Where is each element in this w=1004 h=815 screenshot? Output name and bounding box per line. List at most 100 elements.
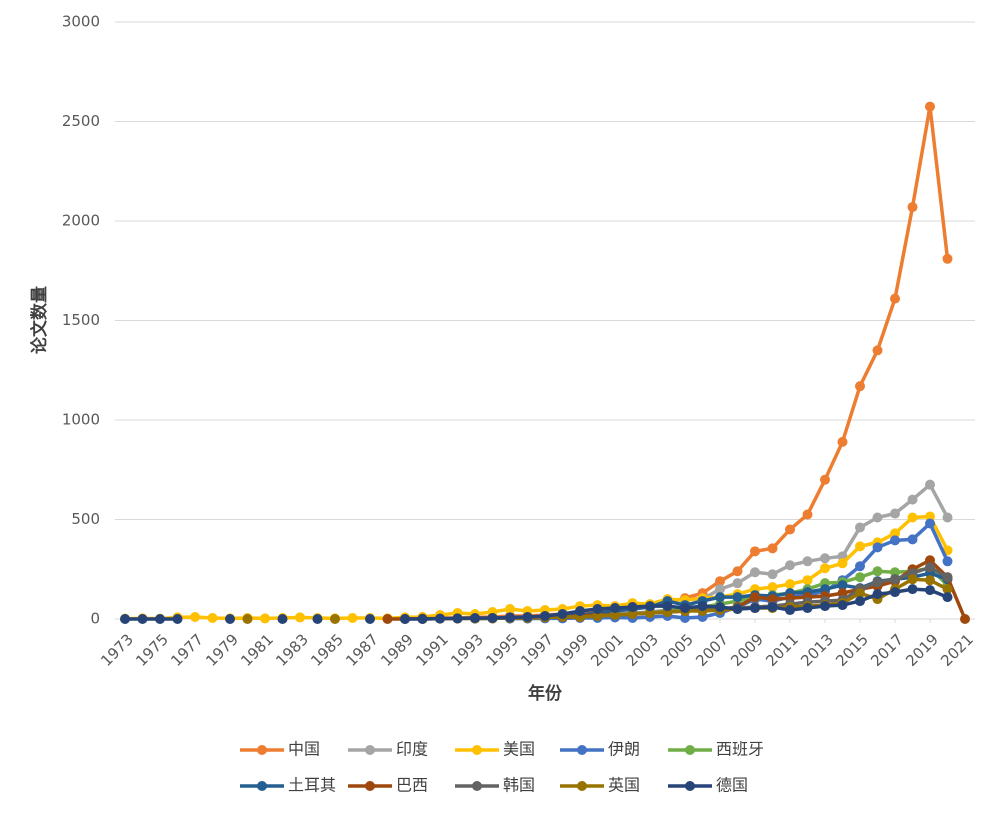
data-point	[680, 603, 690, 614]
x-tick-label: 1987	[342, 630, 382, 670]
data-point	[907, 202, 918, 213]
data-point	[522, 612, 533, 623]
data-point	[505, 604, 515, 615]
x-tick-label: 2005	[657, 630, 697, 670]
data-point	[680, 613, 690, 624]
data-point	[942, 512, 953, 523]
legend-label: 英国	[608, 776, 640, 795]
data-point	[820, 553, 830, 564]
data-point	[697, 601, 708, 612]
data-point	[890, 535, 900, 546]
x-tick-label: 1989	[377, 630, 417, 670]
data-point	[820, 601, 830, 612]
x-tick-label: 1973	[97, 630, 137, 670]
data-point	[732, 566, 743, 577]
data-point	[837, 558, 848, 569]
y-tick-label: 1000	[62, 411, 100, 429]
data-point	[925, 101, 935, 112]
legend-label: 土耳其	[288, 776, 336, 795]
x-tick-label: 1991	[412, 630, 452, 670]
data-point	[645, 601, 655, 612]
x-tick-label: 1995	[482, 630, 522, 670]
x-tick-label: 1985	[307, 630, 347, 670]
data-point	[890, 293, 900, 304]
data-point	[400, 614, 410, 624]
series-line	[404, 104, 950, 621]
data-point	[872, 542, 883, 553]
data-point	[715, 584, 725, 595]
data-point	[715, 602, 725, 613]
data-point	[172, 614, 183, 624]
data-point	[820, 584, 830, 595]
data-point	[137, 614, 148, 624]
data-point	[662, 601, 673, 612]
x-tick-label: 2021	[937, 630, 977, 670]
data-point	[540, 611, 550, 622]
data-point	[890, 528, 900, 539]
data-point	[207, 613, 218, 624]
data-point	[942, 556, 953, 567]
data-point	[802, 603, 813, 614]
data-point	[242, 614, 253, 624]
data-point	[890, 587, 900, 598]
data-point	[645, 608, 655, 619]
data-point	[365, 614, 375, 624]
x-tick-label: 2017	[867, 630, 907, 670]
x-axis-title: 年份	[528, 683, 563, 704]
legend-label: 印度	[396, 740, 428, 759]
data-point	[470, 613, 480, 624]
data-point	[855, 522, 865, 533]
data-point	[155, 614, 165, 624]
legend-marker	[577, 781, 587, 791]
data-point	[715, 592, 725, 603]
y-tick-label: 500	[71, 510, 100, 528]
data-point	[890, 574, 900, 585]
data-point	[942, 584, 953, 595]
data-point	[610, 603, 620, 614]
data-point	[750, 567, 760, 578]
y-tick-label: 0	[90, 610, 100, 628]
data-point	[960, 614, 970, 624]
data-point	[767, 594, 778, 605]
x-tick-label: 2015	[832, 630, 872, 670]
x-tick-label: 1975	[132, 630, 172, 670]
x-tick-label: 1997	[517, 630, 557, 670]
x-tick-label: 1983	[272, 630, 312, 670]
data-point	[592, 604, 603, 615]
data-point	[925, 511, 935, 522]
data-point	[925, 555, 935, 566]
x-tick-label: 2009	[727, 630, 767, 670]
data-point	[732, 578, 743, 589]
data-point	[417, 614, 428, 624]
data-point	[872, 345, 883, 356]
data-point	[942, 592, 953, 603]
data-point	[925, 585, 935, 596]
data-point	[557, 609, 568, 620]
legend-marker	[365, 781, 375, 791]
legend-label: 德国	[716, 776, 748, 795]
data-point	[767, 569, 778, 580]
data-point	[575, 606, 585, 617]
y-axis-title: 论文数量	[29, 286, 50, 354]
data-point	[855, 572, 865, 583]
data-point	[435, 613, 445, 624]
data-point	[190, 612, 200, 623]
data-point	[890, 508, 900, 519]
data-point	[872, 512, 883, 523]
data-point	[120, 614, 130, 624]
x-tick-label: 2003	[622, 630, 662, 670]
data-point	[732, 592, 743, 603]
data-point	[295, 612, 305, 623]
data-point	[627, 602, 638, 613]
data-point	[732, 604, 743, 615]
x-tick-label: 2013	[797, 630, 837, 670]
legend-marker	[685, 745, 695, 755]
data-point	[715, 576, 725, 587]
legend-marker	[577, 745, 587, 755]
data-point	[330, 614, 340, 624]
legend-marker	[257, 745, 267, 755]
data-point	[767, 543, 778, 554]
legend-marker	[472, 781, 482, 791]
data-point	[505, 612, 515, 623]
